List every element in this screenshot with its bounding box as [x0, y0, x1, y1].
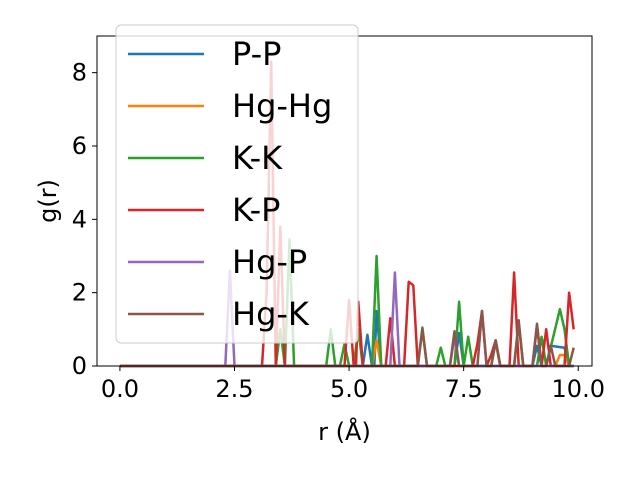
legend-label: P-P — [232, 35, 281, 73]
y-axis-label: g(r) — [34, 179, 62, 223]
x-axis-label: r (Å) — [318, 417, 371, 446]
x-tick-label: 5.0 — [330, 375, 368, 403]
x-tick-label: 10.0 — [552, 375, 605, 403]
legend-label: Hg-K — [232, 295, 310, 333]
legend-label: Hg-P — [232, 243, 307, 281]
y-tick-label: 0 — [72, 352, 87, 380]
y-tick-label: 4 — [72, 205, 87, 233]
x-tick-label: 0.0 — [101, 375, 139, 403]
legend-label: Hg-Hg — [232, 87, 332, 125]
y-tick-label: 6 — [72, 132, 87, 160]
y-axis: 0 2 4 6 8 — [72, 59, 97, 380]
x-axis: 0.0 2.5 5.0 7.5 10.0 — [101, 366, 605, 403]
legend: P-P Hg-Hg K-K K-P Hg-P Hg-K — [115, 24, 359, 344]
y-tick-label: 8 — [72, 59, 87, 87]
x-tick-label: 2.5 — [215, 375, 253, 403]
legend-label: K-P — [232, 191, 280, 229]
y-tick-label: 2 — [72, 279, 87, 307]
x-tick-label: 7.5 — [445, 375, 483, 403]
legend-box — [115, 24, 359, 344]
legend-label: K-K — [232, 139, 283, 177]
